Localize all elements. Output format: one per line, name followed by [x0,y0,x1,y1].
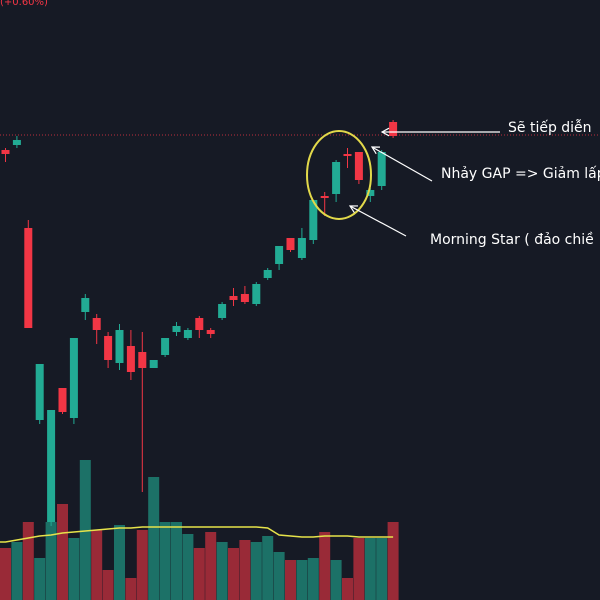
volume-bar [250,542,262,600]
candle-body [24,228,33,328]
candle-body [1,150,10,154]
volume-bar [102,570,114,600]
arrow-shaft [371,146,433,182]
candle-body [354,152,363,180]
candle-body [343,154,352,156]
candle-body [92,318,101,330]
volume-bar [125,578,137,600]
volume-bar [22,522,34,600]
candle-body [138,352,147,368]
candle-body [377,152,386,186]
candle-body [183,330,192,338]
candle-body [195,318,204,330]
volume-bar [136,530,148,600]
volume-bar [342,578,353,600]
volume-bar [364,538,376,600]
volume-ma-line [0,526,394,543]
candle-body [275,246,284,264]
candle-body [332,162,341,194]
volume-bar [34,558,46,600]
candle-body [320,196,329,198]
arrow-head [370,146,381,155]
candle-body [286,238,295,250]
volume-bar [91,530,103,600]
candle-body [366,190,375,196]
volume-bar [296,560,308,600]
annotation-label-continue: Sẽ tiếp diễn [508,120,592,136]
candle-body [69,338,78,418]
volume-bar [171,522,182,600]
arrow-continue [380,127,500,137]
arrow-head [348,205,359,214]
volume-bar [205,532,217,600]
candle-body [126,346,135,372]
volume-bar [68,538,80,600]
volume-bar [193,548,205,600]
candle-body [81,298,90,312]
candle-body [229,296,238,300]
volume-bar [262,536,274,600]
volume-bar [79,460,91,600]
arrow-gap [370,146,433,182]
volume-layer [0,460,399,600]
candle-body [115,330,124,363]
volume-bar [330,560,342,600]
arrow-shaft [349,205,407,237]
candle-body [58,388,67,412]
volume-bar [319,532,331,600]
volume-bar [353,538,365,600]
candle-body [240,294,249,302]
volume-bar [148,477,160,600]
volume-bar [159,522,171,600]
volume-bar [307,558,319,600]
volume-bar [285,560,296,600]
candle-body [309,200,318,240]
candle-body [149,360,158,368]
candle-body [389,122,398,136]
candle-body [12,140,21,145]
candle-layer [1,120,398,526]
candle-body [172,326,181,332]
volume-bar [0,548,11,600]
volume-bar [387,522,399,600]
volume-bar [216,542,228,600]
annotation-label-gap: Nhảy GAP => Giảm lấp [441,166,600,182]
candle-body [161,338,170,355]
arrow-morning-star [348,205,407,237]
volume-bar [228,548,239,600]
volume-bar [273,552,285,600]
arrow-head [380,127,390,137]
candle-body [104,336,113,360]
candle-body [35,364,44,420]
annotation-label-morning-star: Morning Star ( đảo chiề [430,232,594,248]
volume-bar [45,522,57,600]
morning-star-ellipse [306,130,372,220]
candle-body [206,330,215,334]
volume-bar [57,504,68,600]
volume-bar [114,525,125,600]
candle-body [297,238,306,258]
volume-bar [11,542,23,600]
volume-bar [376,538,388,600]
annotation-overlay [306,127,500,237]
candle-body [252,284,261,304]
volume-bar [182,534,194,600]
price-change-label: (+0.60%) [0,0,48,8]
candle-body [263,270,272,278]
candle-body [47,410,56,522]
candle-body [218,304,227,318]
volume-bar [239,540,251,600]
